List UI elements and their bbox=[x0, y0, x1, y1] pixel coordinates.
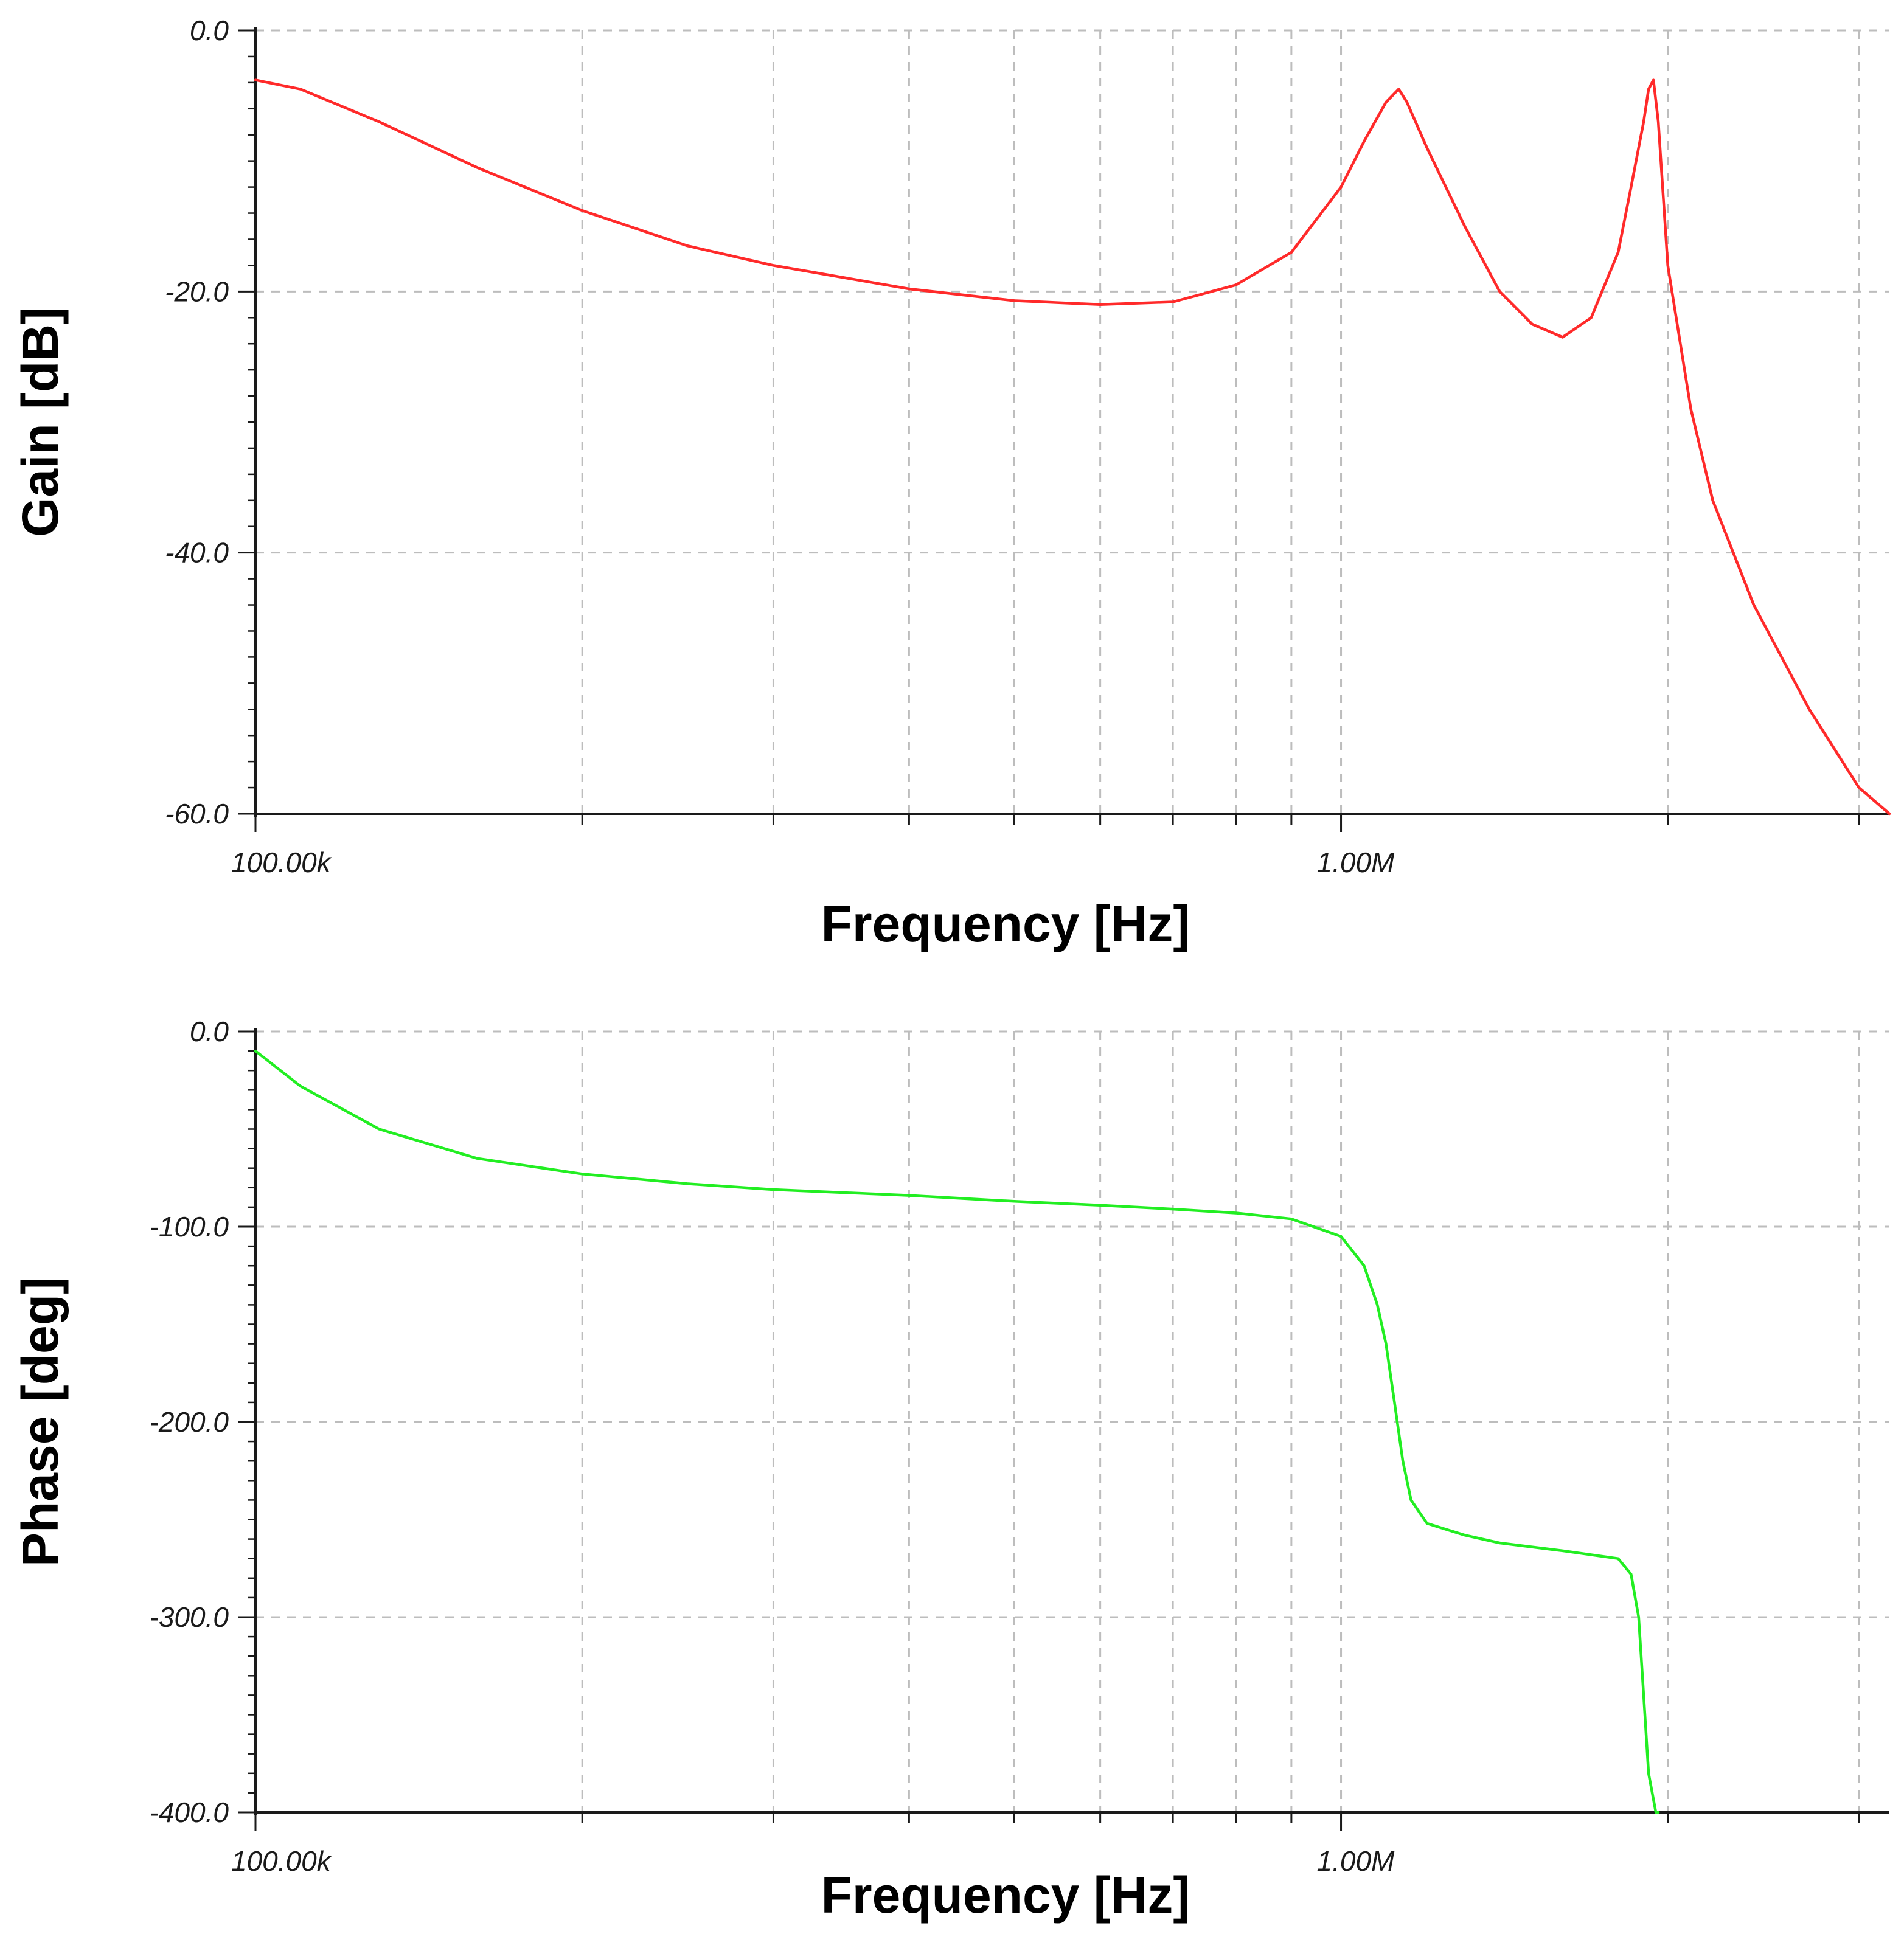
phase-y-tick-label: -200.0 bbox=[150, 1406, 229, 1438]
phase-y-tick-label: -300.0 bbox=[150, 1601, 229, 1633]
gain-x-tick-label: 100.00k bbox=[231, 847, 332, 878]
gain-x-axis-title: Frequency [Hz] bbox=[821, 895, 1190, 952]
phase-y-axis-title: Phase [deg] bbox=[12, 1277, 69, 1567]
phase-series-line bbox=[254, 1049, 1660, 1814]
gain-x-tick-label: 1.00M bbox=[1317, 847, 1395, 878]
gain-y-tick-label: -40.0 bbox=[165, 537, 229, 569]
phase-x-axis-title: Frequency [Hz] bbox=[821, 1866, 1190, 1924]
phase-y-tick-label: 0.0 bbox=[190, 1016, 229, 1047]
phase-y-tick-label: -400.0 bbox=[150, 1797, 229, 1828]
gain-y-axis-title: Gain [dB] bbox=[12, 307, 69, 537]
gain-y-tick-label: -60.0 bbox=[165, 798, 229, 830]
gain-y-tick-label: -20.0 bbox=[165, 276, 229, 307]
phase-y-tick-label: -100.0 bbox=[150, 1211, 229, 1243]
gain-series-line bbox=[254, 78, 1891, 816]
phase-x-tick-label: 100.00k bbox=[231, 1845, 332, 1877]
gain-y-tick-label: 0.0 bbox=[190, 15, 229, 46]
phase-x-tick-label: 1.00M bbox=[1317, 1845, 1395, 1877]
